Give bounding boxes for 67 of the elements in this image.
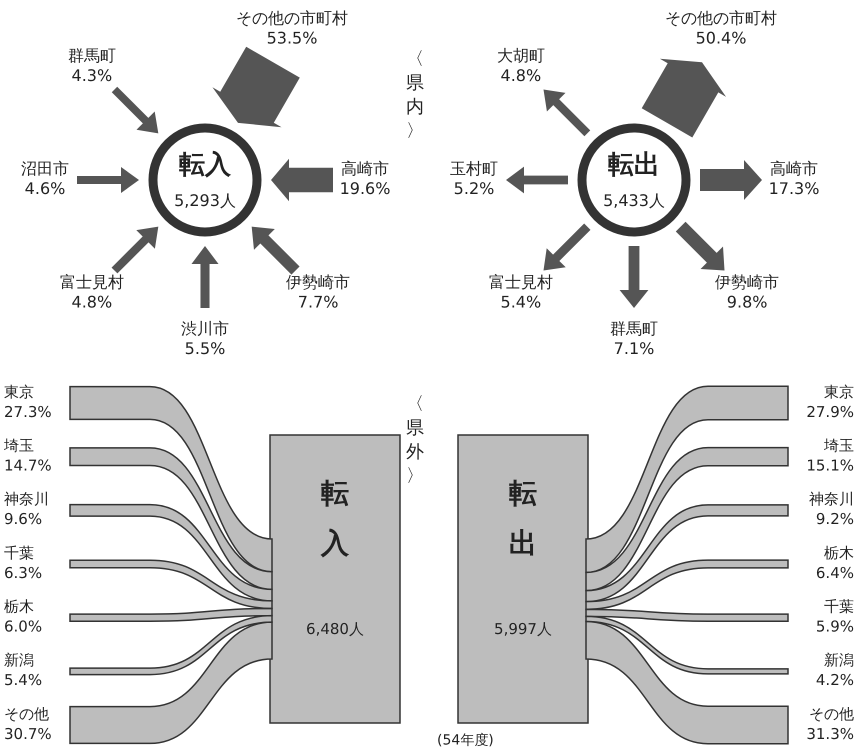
data-label: 30.7% xyxy=(4,724,52,743)
category-label: 神奈川 xyxy=(809,490,854,508)
data-label: 17.3% xyxy=(768,179,820,198)
data-label: 53.5% xyxy=(266,28,318,48)
data-label: 7.7% xyxy=(298,292,338,312)
data-label: 9.6% xyxy=(4,510,42,528)
category-label: 東京 xyxy=(4,382,34,401)
category-label: 伊勢崎市 xyxy=(715,272,780,292)
data-label: 5.4% xyxy=(4,671,42,690)
text: 5,997人 xyxy=(494,620,552,638)
category-label: 新潟 xyxy=(824,651,854,670)
data-label: 9.2% xyxy=(816,510,854,528)
category-label: 栃木 xyxy=(4,598,34,616)
category-label: 群馬町 xyxy=(68,46,116,66)
data-label: 50.4% xyxy=(696,28,746,48)
text: 転出 xyxy=(608,150,660,180)
text: 転入 xyxy=(320,476,350,560)
category-label: 千葉 xyxy=(4,544,34,562)
text: 5,433人 xyxy=(603,191,665,210)
data-label: 4.8% xyxy=(72,292,112,312)
category-label: 神奈川 xyxy=(4,490,49,508)
data-label: 4.2% xyxy=(816,671,854,690)
text: 5,293人 xyxy=(174,191,236,210)
text: 6,480人 xyxy=(306,620,364,638)
data-label: 6.0% xyxy=(4,618,42,636)
category-label: 埼玉 xyxy=(823,436,854,455)
text: (54年度) xyxy=(437,732,494,749)
category-label: その他 xyxy=(4,704,49,723)
data-label: 4.6% xyxy=(24,179,66,198)
data-label: 15.1% xyxy=(806,456,854,475)
category-label: その他の市町村 xyxy=(665,8,777,28)
data-label: 27.9% xyxy=(806,402,854,421)
category-label: 高崎市 xyxy=(770,159,818,178)
category-label: 高崎市 xyxy=(341,159,389,178)
category-label: 沼田市 xyxy=(21,159,69,178)
category-label: 栃木 xyxy=(824,544,854,562)
category-label: 千葉 xyxy=(824,598,854,616)
data-label: 14.7% xyxy=(4,456,52,475)
category-label: その他 xyxy=(809,704,854,723)
category-label: 富士見村 xyxy=(488,272,553,292)
category-label: 富士見村 xyxy=(60,272,124,292)
data-label: 5.4% xyxy=(500,292,542,312)
data-label: 4.3% xyxy=(72,66,112,86)
category-label: 群馬町 xyxy=(610,319,658,338)
category-label: 埼玉 xyxy=(3,436,34,455)
category-label: 渋川市 xyxy=(181,319,229,338)
text: 転入 xyxy=(179,150,232,180)
data-label: 6.4% xyxy=(816,564,854,582)
data-label: 31.3% xyxy=(806,724,854,743)
data-label: 6.3% xyxy=(4,564,42,582)
data-label: 27.3% xyxy=(4,402,52,421)
data-label: 9.8% xyxy=(726,292,768,312)
data-label: 7.1% xyxy=(614,339,654,358)
text: 転出 xyxy=(509,476,537,560)
data-label: 4.8% xyxy=(500,66,542,86)
category-label: 新潟 xyxy=(4,651,34,670)
data-label: 19.6% xyxy=(340,179,390,198)
category-label: 大胡町 xyxy=(496,46,545,66)
text: 〈県外〉 xyxy=(406,394,424,487)
category-label: その他の市町村 xyxy=(236,8,348,28)
data-label: 5.9% xyxy=(816,618,854,636)
category-label: 伊勢崎市 xyxy=(286,272,350,292)
data-label: 5.2% xyxy=(454,179,494,198)
text: 〈県内〉 xyxy=(406,48,424,142)
category-label: 玉村町 xyxy=(450,159,498,178)
data-label: 5.5% xyxy=(184,339,226,358)
category-label: 東京 xyxy=(824,382,854,401)
